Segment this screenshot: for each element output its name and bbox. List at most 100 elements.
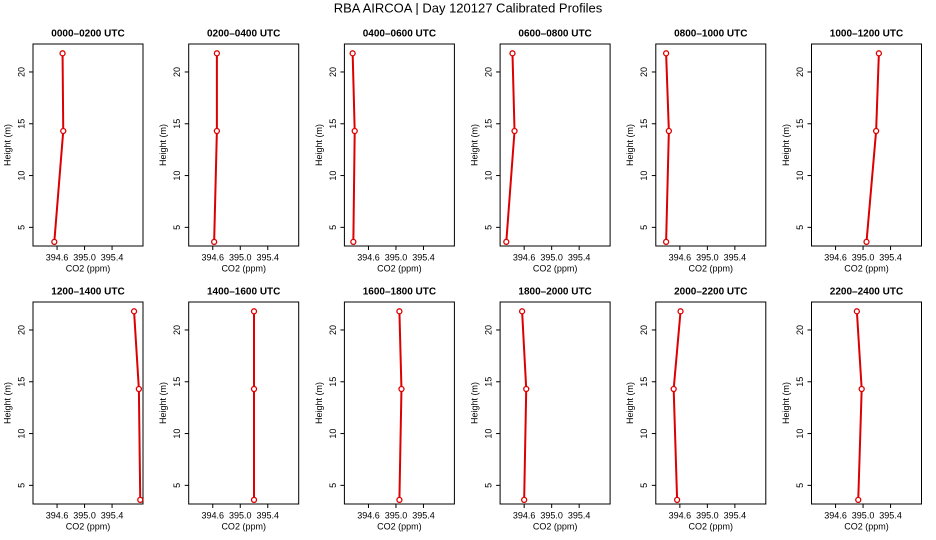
profile-point [872, 127, 880, 135]
profile-point [250, 496, 258, 504]
profile-point [855, 496, 862, 504]
x-tick-label: 395.4 [412, 252, 435, 262]
plot-frame [811, 43, 922, 247]
profile-line [865, 53, 880, 242]
x-axis-label: CO2 (ppm) [533, 521, 578, 531]
profile-point [398, 385, 405, 393]
y-axis-label: Height (m) [2, 382, 12, 424]
y-tick-label: 10 [795, 171, 805, 181]
y-tick-label: 20 [328, 67, 338, 77]
profile-point [521, 496, 528, 504]
x-tick-label: 395.0 [73, 252, 96, 262]
x-axis-label: CO2 (ppm) [689, 263, 734, 273]
profile-point [503, 238, 510, 246]
y-tick-label: 5 [16, 483, 26, 488]
x-tick-label: 395.0 [385, 510, 408, 520]
plot-frame [32, 43, 144, 247]
x-tick-label: 395.4 [101, 510, 124, 520]
profile-line [665, 53, 670, 242]
panel-title: 0000–0200 UTC [51, 29, 124, 40]
y-tick-label: 15 [795, 119, 805, 129]
y-tick-label: 20 [639, 325, 649, 335]
y-tick-label: 5 [795, 225, 805, 230]
y-tick-label: 5 [639, 483, 649, 488]
y-axis-label: Height (m) [314, 382, 324, 424]
y-tick-label: 15 [16, 377, 26, 387]
profile-line [398, 311, 403, 500]
y-tick-label: 10 [328, 171, 338, 181]
plot-frame [188, 301, 300, 505]
y-tick-label: 10 [172, 171, 182, 181]
profile-point [350, 238, 357, 246]
profile-point [130, 308, 138, 315]
y-tick-label: 10 [16, 171, 26, 181]
x-tick-label: 395.4 [879, 252, 902, 262]
profile-point [665, 127, 673, 135]
x-tick-label: 394.6 [46, 510, 69, 520]
y-tick-label: 5 [16, 225, 26, 230]
plot-frame [499, 301, 611, 505]
profile-point [51, 238, 58, 246]
profile-point [858, 385, 865, 393]
x-tick-label: 394.6 [201, 252, 224, 262]
y-tick-label: 5 [483, 225, 493, 230]
profile-point [349, 50, 356, 57]
profile-line [53, 53, 65, 242]
x-tick-label: 395.4 [101, 252, 124, 262]
x-tick-label: 394.6 [669, 510, 692, 520]
profile-point [396, 308, 403, 315]
y-tick-label: 15 [328, 119, 338, 129]
y-tick-label: 20 [639, 67, 649, 77]
y-tick-label: 10 [483, 171, 493, 181]
profile-point [511, 127, 518, 135]
y-tick-label: 5 [172, 483, 182, 488]
y-tick-label: 20 [172, 67, 182, 77]
y-tick-label: 20 [795, 325, 805, 335]
x-axis-label: CO2 (ppm) [66, 521, 111, 531]
y-tick-label: 20 [483, 67, 493, 77]
y-axis-label: Height (m) [469, 382, 479, 424]
y-tick-label: 5 [639, 225, 649, 230]
y-axis-label: Height (m) [781, 382, 791, 424]
y-axis-label: Height (m) [2, 124, 12, 166]
y-tick-label: 15 [639, 377, 649, 387]
x-axis-label: CO2 (ppm) [689, 521, 734, 531]
x-tick-label: 395.0 [696, 510, 719, 520]
y-tick-label: 15 [16, 119, 26, 129]
x-tick-label: 395.0 [229, 510, 252, 520]
x-tick-label: 395.0 [696, 252, 719, 262]
profile-point [853, 308, 861, 315]
x-tick-label: 394.6 [201, 510, 224, 520]
y-tick-label: 5 [328, 483, 338, 488]
y-tick-label: 10 [795, 429, 805, 439]
x-axis-label: CO2 (ppm) [377, 521, 422, 531]
x-axis-label: CO2 (ppm) [66, 263, 111, 273]
profile-point [213, 50, 221, 57]
x-tick-label: 395.0 [540, 510, 563, 520]
profile-point [59, 50, 66, 57]
y-tick-label: 10 [639, 429, 649, 439]
profile-line [351, 53, 356, 242]
y-tick-label: 20 [483, 325, 493, 335]
panel-title: 1800–2000 UTC [518, 287, 591, 298]
plot-frame [343, 301, 455, 505]
x-tick-label: 395.0 [229, 252, 252, 262]
panel-title: 0600–0800 UTC [518, 29, 591, 40]
x-axis-label: CO2 (ppm) [844, 263, 889, 273]
y-tick-label: 5 [172, 225, 182, 230]
x-tick-label: 394.6 [669, 252, 692, 262]
main-title: RBA AIRCOA | Day 120127 Calibrated Profi… [334, 0, 603, 15]
x-tick-label: 395.4 [724, 510, 747, 520]
profile-line [672, 311, 682, 500]
profile-point [60, 127, 67, 135]
panel-title: 0200–0400 UTC [207, 29, 280, 40]
x-tick-label: 395.4 [879, 510, 902, 520]
x-tick-label: 394.6 [357, 510, 380, 520]
y-tick-label: 10 [172, 429, 182, 439]
y-tick-label: 15 [639, 119, 649, 129]
plot-frame [32, 301, 144, 505]
y-axis-label: Height (m) [781, 124, 791, 166]
y-tick-label: 20 [795, 67, 805, 77]
panel-title: 0400–0600 UTC [363, 29, 436, 40]
y-axis-label: Height (m) [158, 124, 168, 166]
